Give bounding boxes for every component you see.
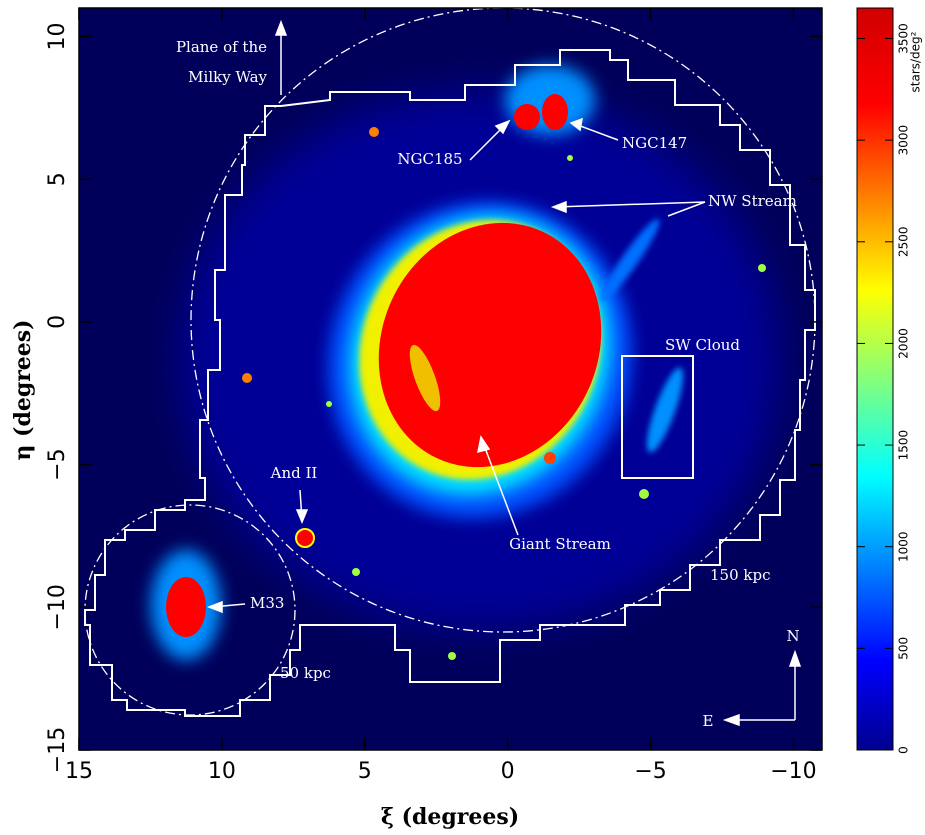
y-axis-title: η (degrees) bbox=[10, 319, 36, 460]
colorbar-tick-label: 3500 bbox=[897, 23, 911, 54]
y-tick-label: −15 bbox=[45, 727, 70, 773]
annotation: Giant Stream bbox=[509, 535, 611, 553]
x-tick-label: −5 bbox=[634, 759, 666, 784]
y-tick-label: 0 bbox=[45, 315, 70, 329]
annotation: Plane of the bbox=[176, 38, 267, 56]
annotation: M33 bbox=[250, 594, 284, 612]
y-tick-label: 5 bbox=[45, 172, 70, 186]
y-tick-label: −5 bbox=[45, 448, 70, 480]
x-tick-label: 10 bbox=[208, 759, 236, 784]
colorbar-tick-label: 3000 bbox=[897, 125, 911, 156]
colorbar-tick-label: 2000 bbox=[897, 328, 911, 359]
chart: Plane of the Milky Way NGC185 NGC147 NW … bbox=[0, 0, 925, 831]
colorbar bbox=[857, 8, 893, 750]
colorbar-tick-label: 1500 bbox=[897, 430, 911, 461]
annotation: SW Cloud bbox=[665, 336, 740, 354]
x-tick-label: −10 bbox=[770, 759, 816, 784]
x-tick-label: 5 bbox=[358, 759, 372, 784]
y-tick-label: −10 bbox=[45, 584, 70, 630]
y-tick-label: 10 bbox=[45, 23, 70, 51]
annotation: 50 kpc bbox=[280, 664, 331, 682]
annotation: Milky Way bbox=[188, 68, 267, 86]
x-axis-title: ξ (degrees) bbox=[381, 804, 519, 830]
x-tick-label: 0 bbox=[501, 759, 515, 784]
annotation: NGC185 bbox=[397, 150, 462, 168]
colorbar-tick-label: 1000 bbox=[897, 531, 911, 562]
density-image bbox=[79, 8, 822, 750]
annotation: NGC147 bbox=[622, 134, 687, 152]
colorbar-label: stars/deg² bbox=[909, 31, 923, 92]
annotation: N bbox=[786, 627, 799, 645]
colorbar-tick-label: 500 bbox=[897, 637, 911, 660]
page: {"chart_data": {"type": "density-map", "… bbox=[0, 0, 925, 831]
annotation: NW Stream bbox=[708, 192, 797, 210]
colorbar-tick-label: 2500 bbox=[897, 227, 911, 258]
annotation: 150 kpc bbox=[710, 566, 771, 584]
annotation: And II bbox=[270, 464, 318, 482]
annotation: E bbox=[703, 712, 714, 730]
colorbar-tick-label: 0 bbox=[897, 746, 911, 754]
